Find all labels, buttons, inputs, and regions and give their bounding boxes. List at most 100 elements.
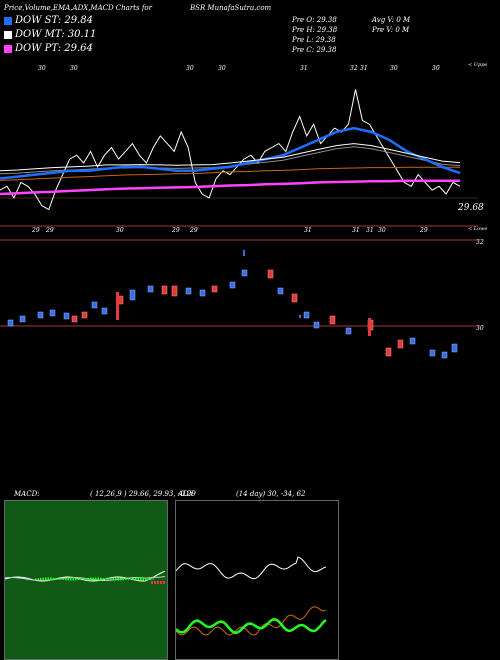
candle-6 [81,311,88,319]
macd-hist-34 [120,577,122,581]
bottom-date-label-2: 30 [116,227,124,234]
series-dow-mt [0,143,461,172]
top-date-label-5: 32 [350,65,358,72]
stat-low: Pre L: 29.38 [292,36,336,44]
candle-layer [7,250,458,359]
candle-15 [199,289,206,297]
macd-hist-36 [125,577,127,581]
series-layer [0,89,461,211]
candle-31 [441,351,448,359]
macd-hist-9 [57,578,59,580]
stat-close: Pre C: 29.38 [292,46,337,54]
stat-prev-volume: Pre V: 0 M [372,26,410,34]
macd-hist-0 [35,578,37,580]
macd-hist-24 [95,577,97,581]
volume-mark-30: 30 [476,325,484,332]
macd-layer [5,570,166,584]
volume-spike-1 [116,292,119,320]
candle-25 [345,327,352,335]
macd-hist-30 [110,577,112,581]
macd-hist-20 [85,578,87,580]
macd-hist-31 [112,577,114,581]
adx-panel [175,500,339,660]
candle-24 [329,315,336,325]
macd-hist-1 [37,578,39,580]
candle-13 [171,285,178,297]
stat-open: Pre O: 29.38 [292,16,337,24]
price-trace-line [0,89,461,211]
macd-hist-25 [97,577,99,581]
top-date-label-7: 30 [390,65,398,72]
legend-swatch-mt [4,30,12,39]
legend-dow-st: DOW ST: 29.84 [4,15,93,26]
macd-hist-47 [152,578,154,580]
bottom-date-label-3: 29 [171,227,180,234]
macd-hist-42 [140,577,142,581]
macd-hist-44 [145,577,147,581]
chart-header-left: Price,Volume,EMA,ADX,MACD Charts for [4,4,152,12]
macd-hist-2 [40,577,42,581]
macd-hist-neg-4 [163,581,165,584]
stat-avg-volume: Avg V: 0 M [372,16,411,24]
macd-hist-22 [90,577,92,581]
macd-hist-neg-2 [157,581,159,584]
candle-18 [241,269,248,277]
macd-panel [4,500,168,660]
macd-hist-29 [107,578,109,580]
macd-hist-43 [142,577,144,581]
candle-8 [101,307,108,315]
last-price-label: 29.68 [457,203,484,213]
series-dow-pt [0,179,460,196]
macd-hist-38 [130,578,132,580]
candle-0 [7,319,14,327]
macd-hist-4 [45,577,47,581]
candle-27 [385,347,392,357]
legend-dow-mt: DOW MT: 30.11 [4,29,96,40]
macd-hist-35 [122,577,124,581]
macd-hist-11 [62,577,64,581]
bottom-date-label-8: 30 [378,227,386,234]
macd-hist-neg-3 [160,581,162,584]
candle-5 [71,315,78,323]
top-date-label-8: 30 [432,65,440,72]
legend-label-mt: DOW MT: 30.11 [15,29,97,40]
macd-hist-28 [105,578,107,580]
macd-values: ( 12,26,9 ) 29.66, 29.93, -0.29 [90,490,196,498]
legend-swatch-pt [4,44,12,53]
macd-hist-neg-1 [154,581,156,584]
candle-14 [185,287,192,295]
macd-hist-45 [147,577,149,581]
candle-21 [291,293,298,303]
legend-swatch-st [4,16,12,25]
candle-7 [91,301,98,309]
candle-2 [37,311,44,319]
candle-4 [63,312,70,320]
adx-layer [176,556,327,636]
top-date-label-1: 30 [70,65,78,72]
macd-hist-17 [77,577,79,581]
macd-hist-46 [150,578,152,580]
macd-chart [5,570,166,584]
macd-hist-13 [67,577,69,581]
top-date-label-6: 31 [360,65,368,72]
adx-chart [176,556,327,636]
top-date-label-4: 31 [300,65,308,72]
adx-line [176,618,327,635]
bottom-date-label-1: 29 [45,227,54,234]
upper-tag: < Uppe [468,62,487,68]
macd-hist-33 [117,577,119,581]
macd-hist-8 [55,578,57,580]
candle-16 [211,285,218,293]
legend-label-pt: DOW PT: 29.64 [15,43,93,54]
macd-hist-6 [50,577,52,581]
candle-29 [409,337,416,345]
macd-hist-27 [102,578,104,580]
macd-hist-16 [75,577,77,581]
macd-hist-39 [132,578,134,580]
macd-hist-5 [47,577,49,581]
macd-hist-19 [82,578,84,580]
macd-hist-3 [42,577,44,581]
adx-plus-di-line [176,556,327,580]
